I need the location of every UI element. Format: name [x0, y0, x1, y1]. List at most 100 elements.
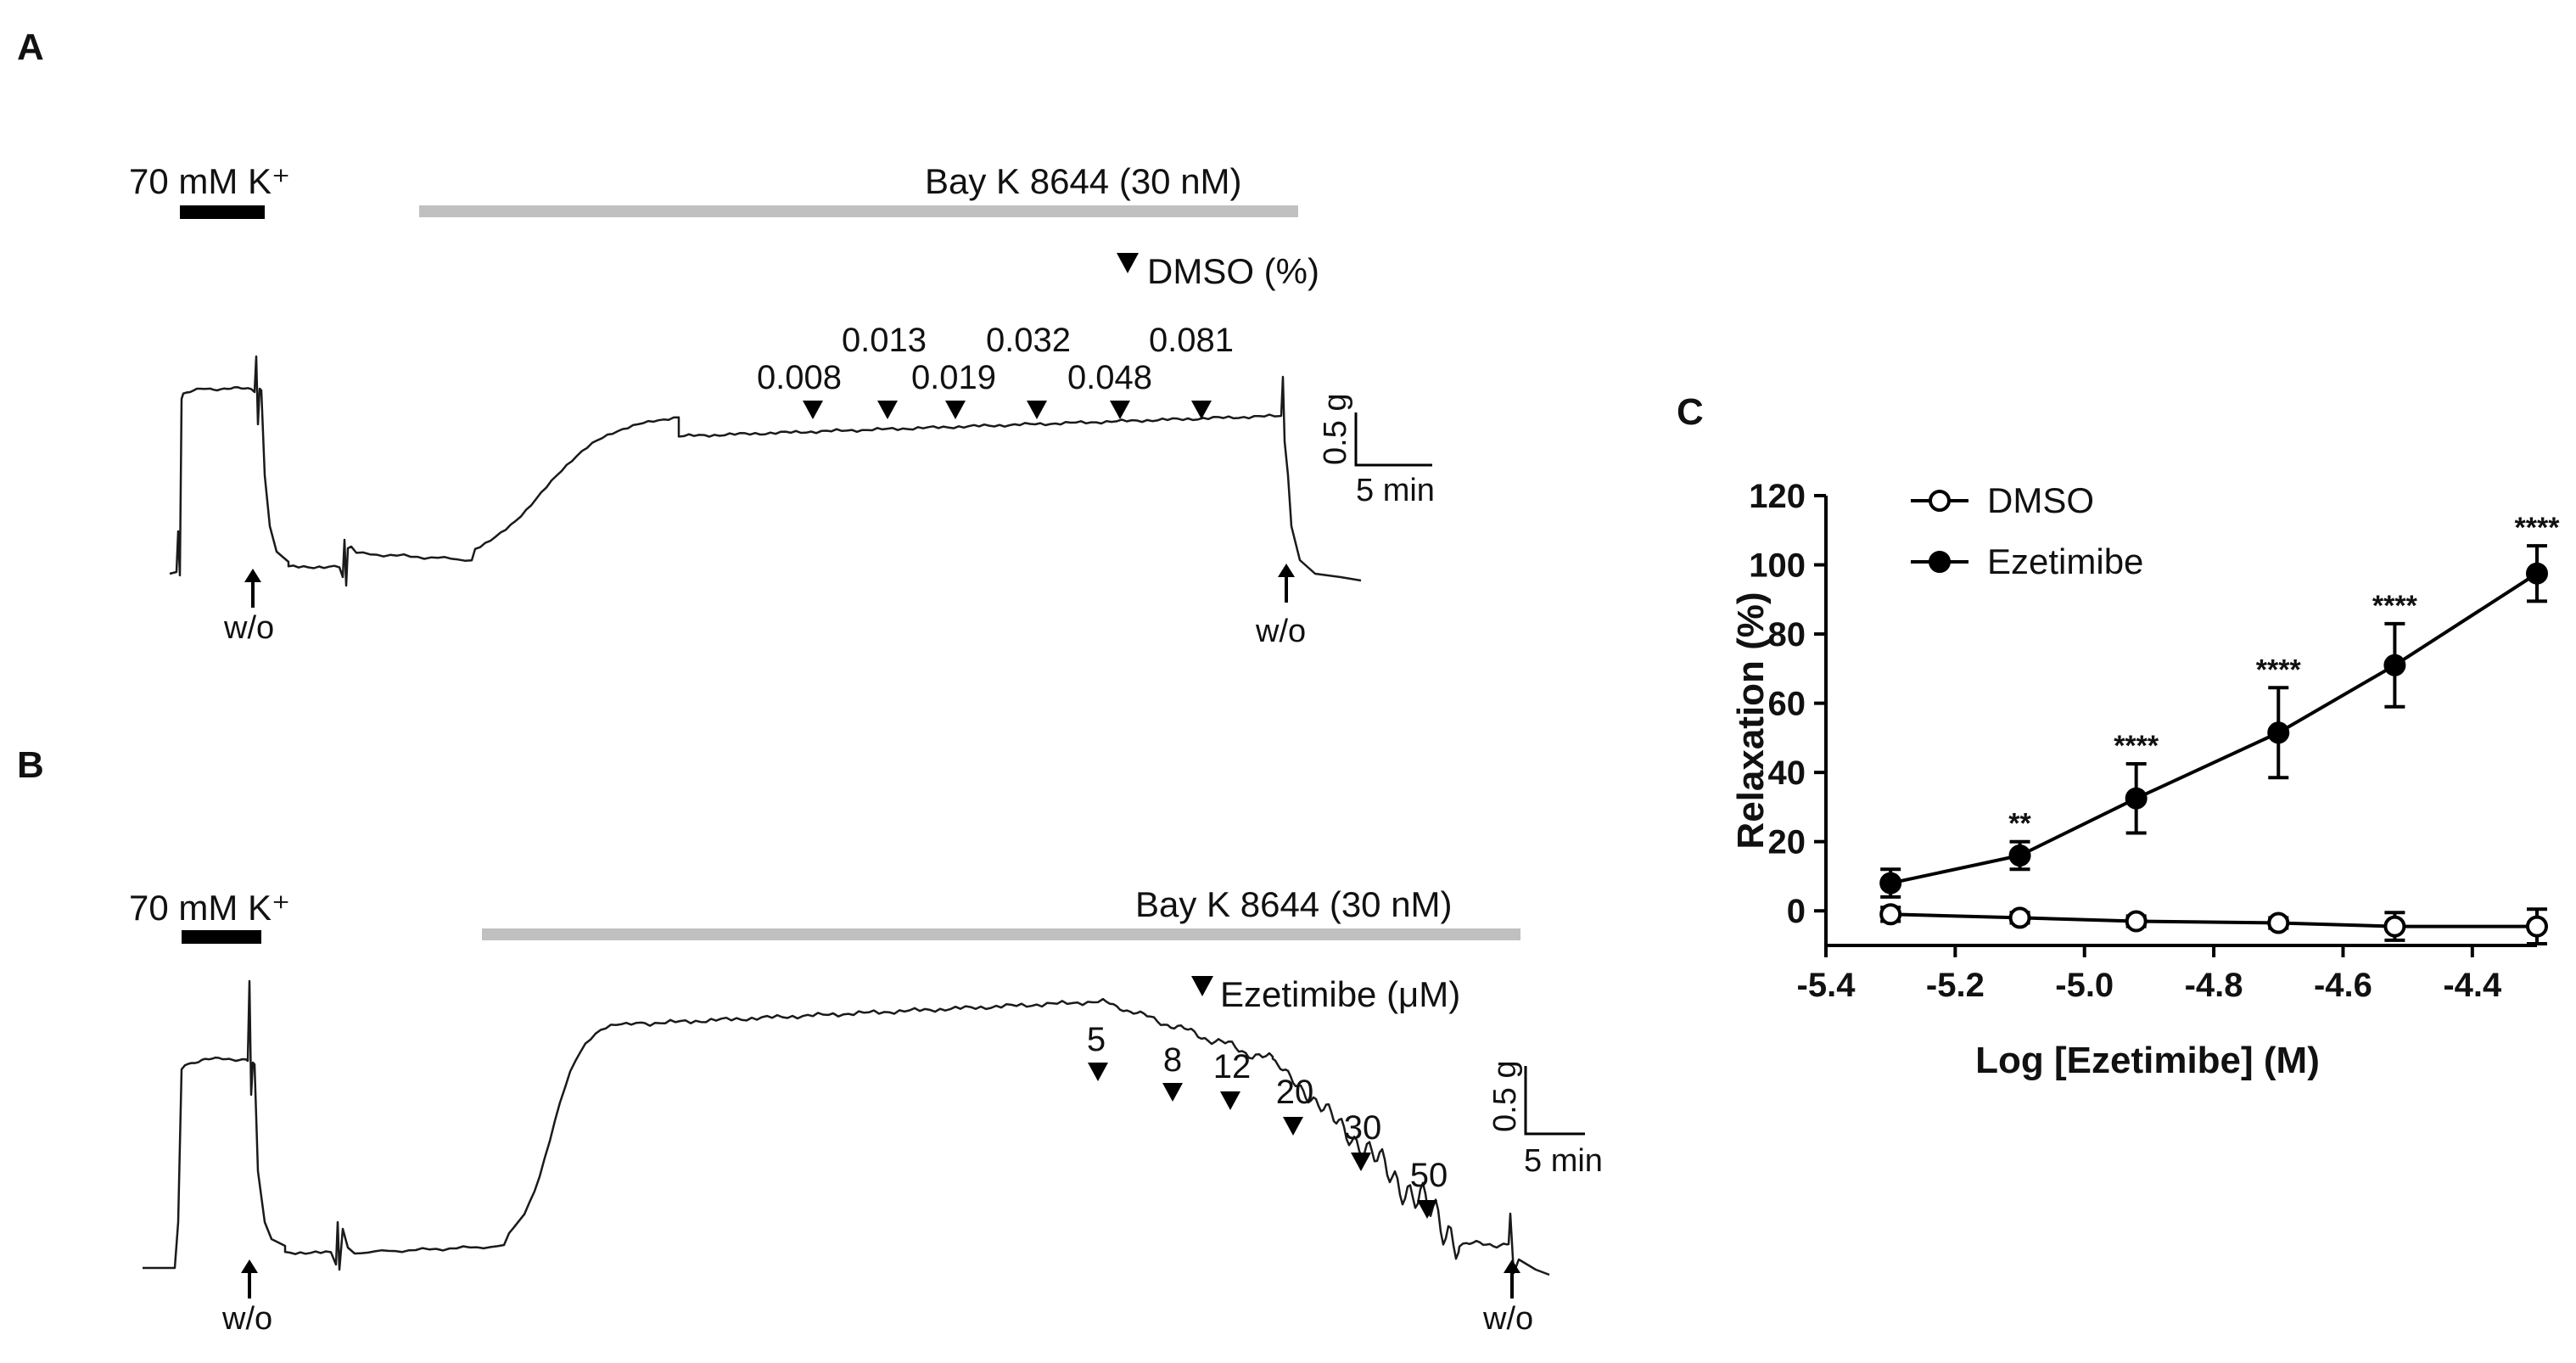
data-point-ezetimibe: [2526, 562, 2548, 585]
dose-marker-1: [803, 401, 823, 419]
drug-label-b: Bay K 8644 (30 nM): [1135, 884, 1453, 924]
dose-marker-3: [1220, 1091, 1240, 1110]
dose-label-6: 50: [1410, 1157, 1448, 1194]
data-point-ezetimibe: [2125, 787, 2148, 810]
dose-marker-4: [1283, 1117, 1303, 1136]
x-tick-label: -4.6: [2314, 967, 2372, 1004]
legend-label-ezetimibe: Ezetimibe: [1987, 541, 2143, 581]
data-point-dmso: [2267, 911, 2290, 934]
dose-label-5: 30: [1344, 1109, 1382, 1147]
dose-label-3: 12: [1213, 1048, 1252, 1085]
drug-bar-a: [419, 205, 1298, 217]
legend-label-dmso: DMSO: [1987, 480, 2094, 520]
x-axis-title: Log [Ezetimibe] (M): [1975, 1040, 2320, 1081]
data-point-dmso: [2526, 915, 2548, 938]
data-point-dmso: [1879, 903, 1902, 926]
scale-y-b: 0.5 g: [1487, 1060, 1523, 1132]
scale-x-b: 5 min: [1524, 1143, 1603, 1179]
significance-label: ****: [2256, 653, 2302, 686]
panel-letter-a: A: [17, 26, 44, 68]
significance-label: ****: [2372, 590, 2418, 622]
dose-label-1: 5: [1087, 1021, 1106, 1058]
washout-arrowhead-b2: [1504, 1259, 1520, 1273]
dose-label-4: 20: [1276, 1074, 1314, 1111]
agent-label-b: Ezetimibe (μM): [1220, 974, 1460, 1014]
dose-marker-2: [877, 401, 898, 419]
dose-response-chart: 0 20 40 60 80 100 120 -5.4 -5.2 -5.0 -4.8 -4.6 -4.4 L…: [1730, 478, 2560, 1081]
legend-marker: [1929, 490, 1951, 512]
panel-b: B 70 mM K⁺ Bay K 8644 (30 nM) Ezetimibe …: [17, 744, 1603, 1337]
washout-arrowhead-b1: [241, 1259, 258, 1273]
dose-label-4: 0.032: [986, 322, 1071, 359]
drug-bar-b: [482, 928, 1520, 940]
significance-label: ****: [2515, 512, 2561, 544]
dose-label-2: 0.013: [842, 322, 927, 359]
washout-arrowhead-a2: [1278, 564, 1295, 577]
series-line-ezetimibe: [1890, 572, 2539, 885]
data-point-ezetimibe: [2008, 844, 2031, 867]
washout-arrowhead-a1: [244, 569, 261, 582]
data-point-dmso: [2125, 910, 2148, 933]
y-tick-label: 60: [1768, 686, 1806, 723]
dose-label-5: 0.048: [1067, 359, 1152, 396]
agent-label-a: DMSO (%): [1147, 251, 1319, 291]
dose-marker-4: [1027, 401, 1047, 419]
y-tick-label: 0: [1787, 893, 1806, 930]
significance-label: **: [2008, 808, 2031, 840]
k-bar-a: [180, 205, 265, 219]
agent-marker-a: [1117, 253, 1139, 273]
significance-label: ****: [2114, 730, 2159, 762]
dose-marker-5: [1110, 401, 1130, 419]
dose-label-3: 0.019: [911, 359, 996, 396]
washout-label-b1: w/o: [221, 1301, 272, 1337]
data-point-dmso: [2008, 906, 2031, 929]
dose-marker-6: [1191, 401, 1212, 419]
dose-marker-6: [1417, 1200, 1437, 1219]
panel-c: C 0 20 40 60 80 100 120 -5.4 -5.2 -5.0 -4.8 -4.6 -4.…: [1677, 391, 2560, 1081]
dose-markers-b: 5 8 12 20 30 50: [1087, 1021, 1448, 1219]
washout-label-a2: w/o: [1255, 614, 1306, 649]
data-point-ezetimibe: [2383, 653, 2406, 676]
washout-label-b2: w/o: [1482, 1301, 1533, 1337]
y-tick-label: 120: [1749, 478, 1806, 515]
washout-label-a1: w/o: [223, 610, 274, 646]
k-label-a: 70 mM K⁺: [129, 161, 290, 201]
y-axis-title: Relaxation (%): [1730, 592, 1772, 849]
drug-label-a: Bay K 8644 (30 nM): [925, 161, 1242, 201]
y-tick-label: 40: [1768, 754, 1806, 792]
x-tick-label: -5.2: [1926, 967, 1985, 1004]
y-tick-label: 20: [1768, 824, 1806, 861]
dose-label-1: 0.008: [757, 359, 842, 396]
trace-a-line: [169, 355, 1362, 587]
series-line-dmso: [1890, 912, 2537, 928]
scale-bar-a: [1354, 412, 1432, 467]
panel-a: A 70 mM K⁺ Bay K 8644 (30 nM) DMSO (%) 0…: [17, 26, 1435, 649]
legend-marker: [1929, 551, 1951, 573]
x-tick-label: -4.4: [2443, 967, 2502, 1004]
trace-a: [169, 355, 1362, 587]
data-point-ezetimibe: [1879, 872, 1902, 895]
scale-y-a: 0.5 g: [1318, 393, 1353, 465]
dose-marker-1: [1088, 1063, 1108, 1081]
trace-b-line: [143, 979, 1550, 1276]
panel-letter-b: B: [17, 744, 44, 786]
scale-bar-b: [1524, 1066, 1585, 1136]
data-point-ezetimibe: [2267, 721, 2290, 744]
dose-marker-5: [1351, 1153, 1371, 1171]
scale-x-a: 5 min: [1356, 473, 1435, 508]
k-label-b: 70 mM K⁺: [129, 888, 290, 928]
dose-marker-2: [1162, 1083, 1183, 1102]
data-point-dmso: [2383, 915, 2406, 938]
y-tick-label: 100: [1749, 547, 1806, 585]
agent-marker-b: [1191, 976, 1213, 996]
dose-marker-3: [945, 401, 966, 419]
panel-letter-c: C: [1677, 391, 1704, 433]
trace-b: [143, 979, 1550, 1276]
y-tick-label: 80: [1768, 616, 1806, 653]
x-tick-label: -4.8: [2185, 967, 2243, 1004]
x-tick-label: -5.0: [2055, 967, 2114, 1004]
k-bar-b: [182, 930, 261, 944]
dose-label-2: 8: [1163, 1041, 1182, 1079]
